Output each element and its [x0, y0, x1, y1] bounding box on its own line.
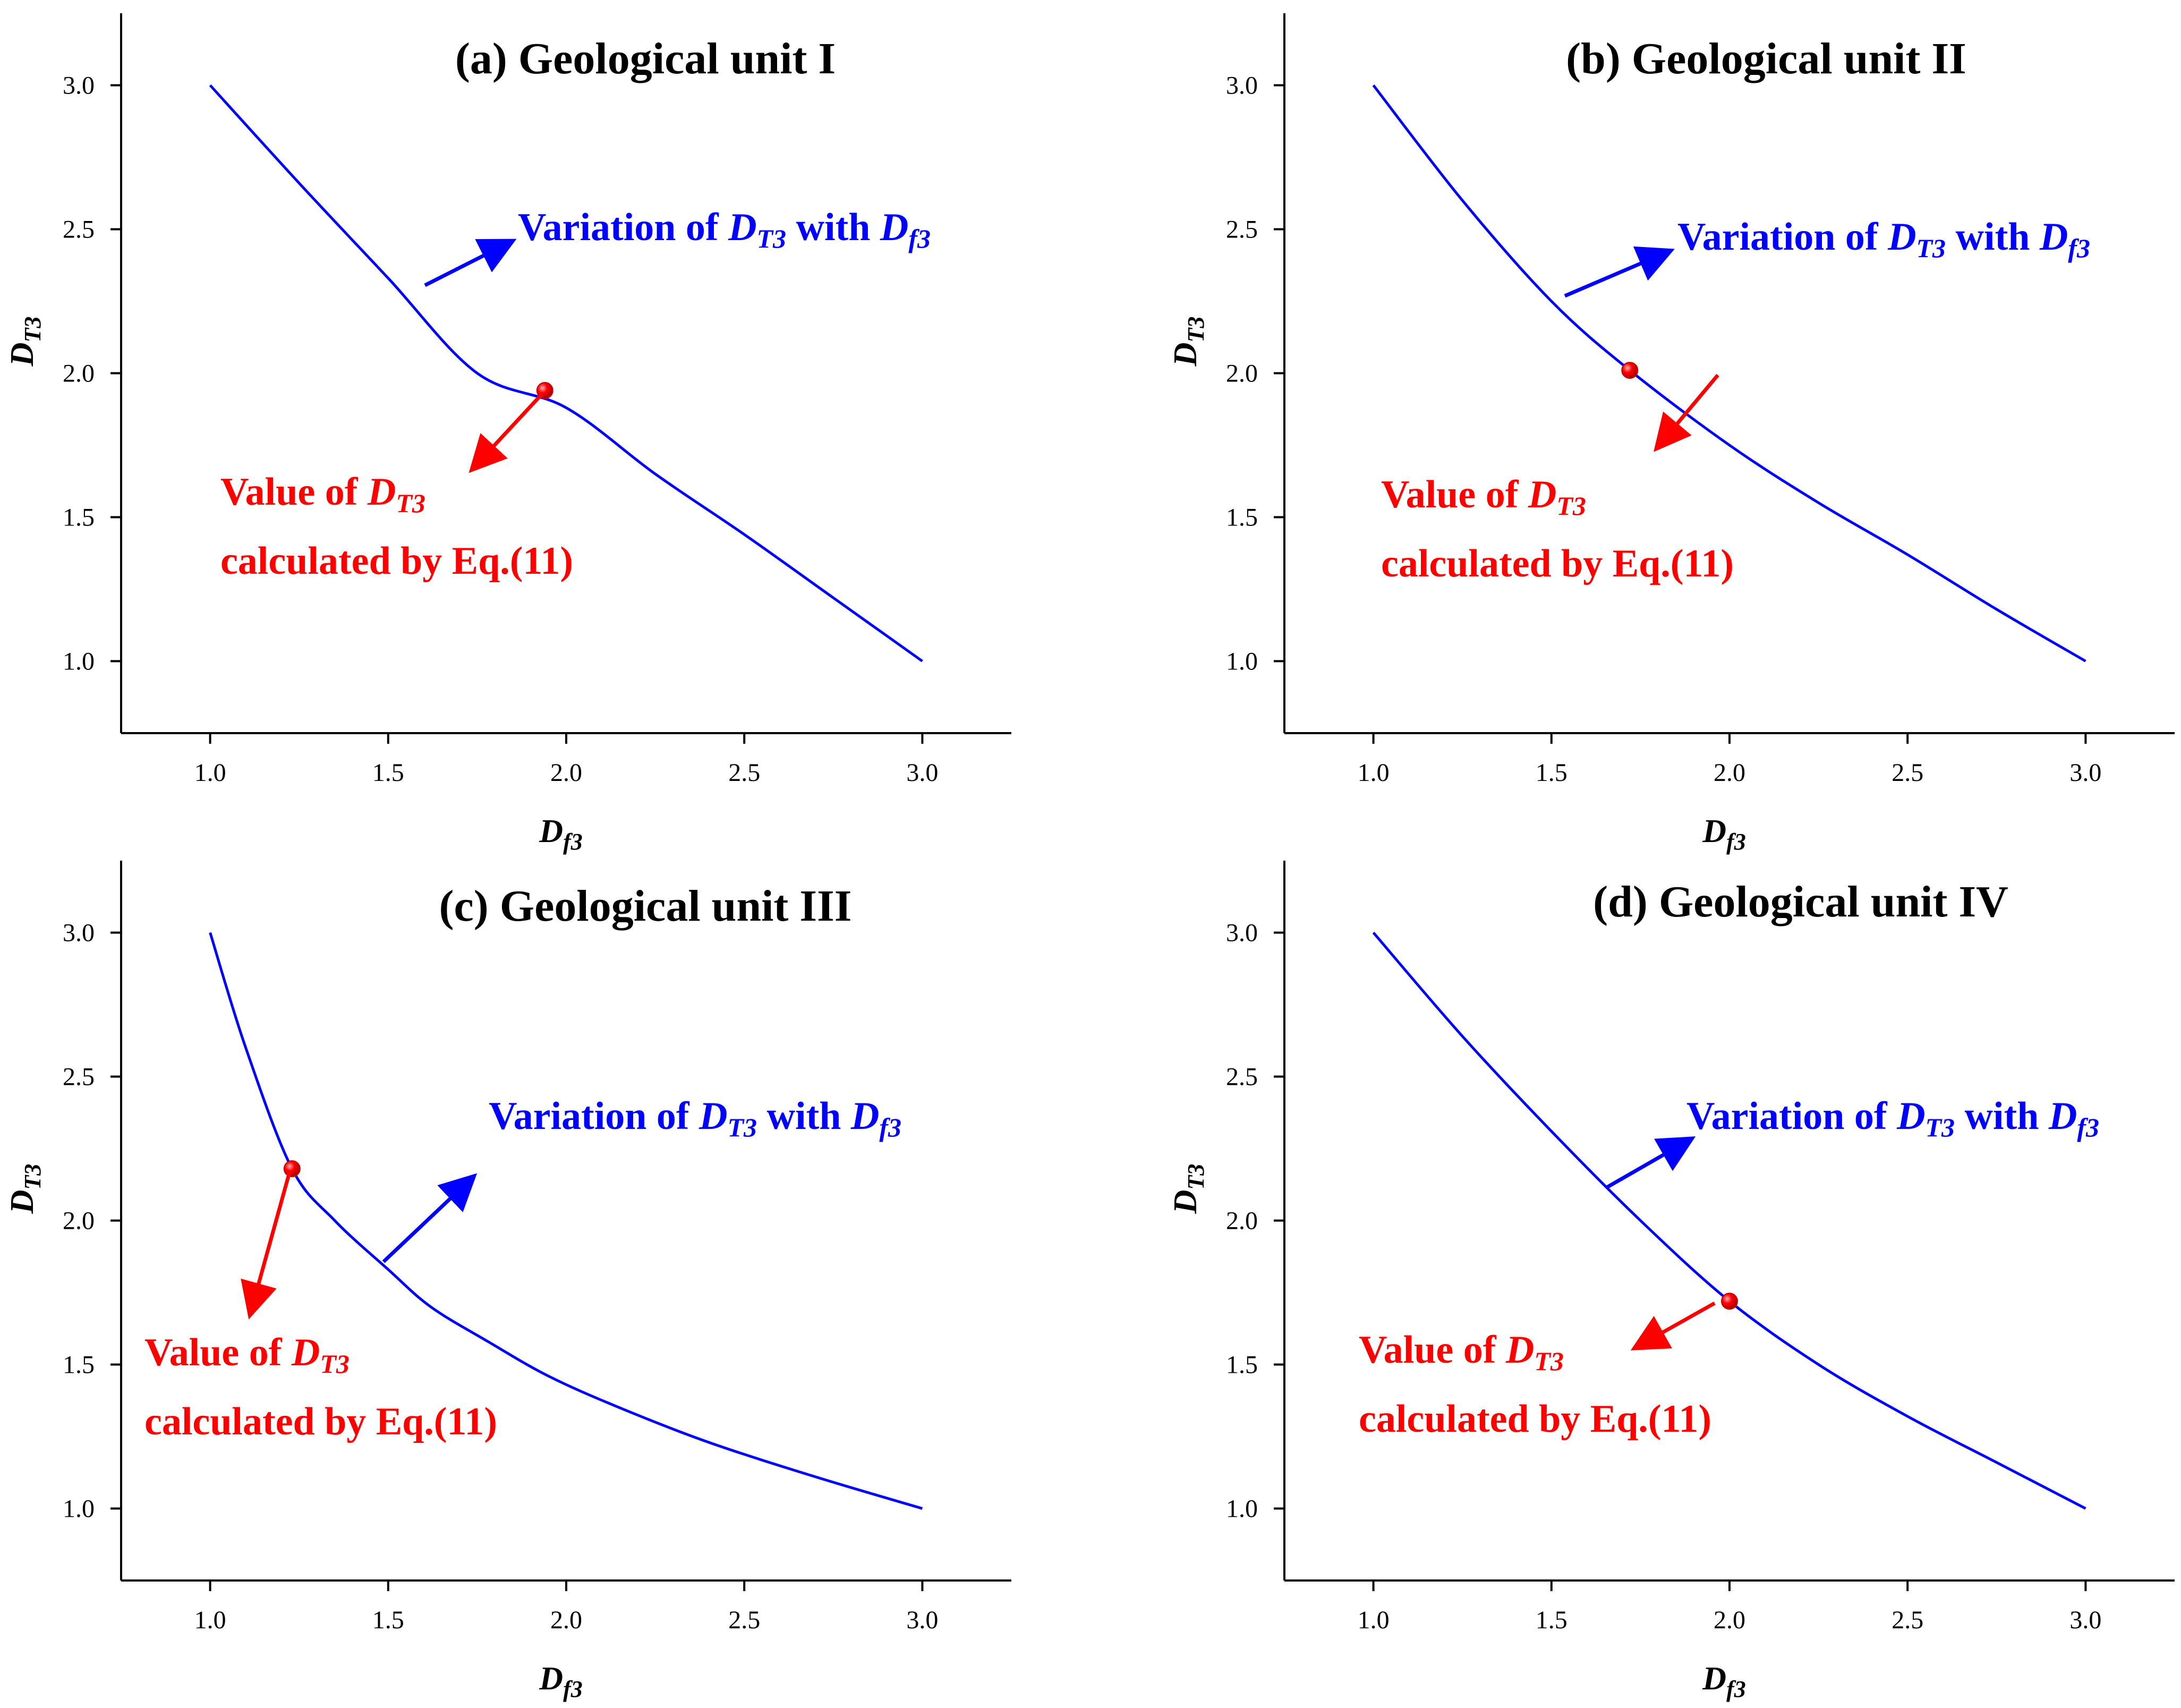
variation-annotation: Variation of DT3 with Df3 — [1677, 215, 2090, 263]
value-annotation: Value of DT3 — [1381, 473, 1586, 521]
x-tick-label: 1.5 — [372, 1606, 404, 1634]
x-tick-label: 2.5 — [728, 759, 760, 787]
value-annotation-line2: calculated by Eq.(11) — [144, 1400, 497, 1443]
value-arrow — [241, 1170, 292, 1320]
x-tick-label: 1.5 — [1536, 759, 1567, 787]
series-line — [1372, 931, 2086, 1510]
y-tick-label: 1.5 — [1226, 504, 1258, 532]
value-arrow — [1630, 1301, 1716, 1350]
value-annotation-line2: calculated by Eq.(11) — [220, 539, 573, 583]
y-tick-label: 1.0 — [1226, 1495, 1258, 1523]
x-tick-label: 2.0 — [1714, 1606, 1745, 1634]
x-tick-label: 2.0 — [550, 1606, 582, 1634]
y-tick-label: 2.5 — [63, 1063, 95, 1091]
y-tick-label: 1.5 — [1226, 1351, 1258, 1379]
variation-arrow — [1606, 1136, 1696, 1189]
variation-annotation: Variation of DT3 with Df3 — [518, 206, 931, 253]
x-tick-label: 3.0 — [2069, 759, 2101, 787]
y-axis-title: DT3 — [1168, 317, 1209, 367]
y-tick-label: 2.0 — [1226, 1207, 1258, 1235]
calculated-point — [1721, 1293, 1738, 1310]
y-tick-label: 1.5 — [63, 1351, 95, 1379]
y-axis-title: DT3 — [4, 317, 46, 367]
x-axis-title: Df3 — [539, 1661, 582, 1702]
y-axis-title: DT3 — [1168, 1164, 1209, 1214]
x-axis-title: Df3 — [1702, 813, 1745, 855]
value-arrow — [1654, 373, 1719, 452]
y-tick-label: 1.0 — [63, 648, 95, 676]
y-tick-label: 2.0 — [1226, 360, 1258, 388]
y-tick-label: 1.0 — [1226, 648, 1258, 676]
panel-title: (d) Geological unit IV — [1593, 877, 2008, 927]
x-tick-label: 1.5 — [1536, 1606, 1567, 1634]
series-line — [1372, 84, 2086, 662]
value-annotation: Value of DT3 — [144, 1331, 350, 1379]
y-tick-label: 2.5 — [1226, 1063, 1258, 1091]
panel-title: (c) Geological unit III — [439, 881, 852, 931]
variation-arrow — [424, 239, 517, 287]
variation-annotation: Variation of DT3 with Df3 — [1686, 1094, 2099, 1142]
y-tick-label: 3.0 — [1226, 72, 1258, 100]
x-tick-label: 1.0 — [194, 759, 226, 787]
calculated-point — [283, 1160, 301, 1177]
panel-a: 1.0 1.5 2.0 2.5 3.0 1.0 1.5 2.0 2.5 3.0 Df3 DT3 (a) … — [4, 13, 1011, 855]
x-tick-label: 1.0 — [1358, 1606, 1390, 1634]
calculated-point — [1621, 362, 1639, 379]
value-annotation: Value of DT3 — [220, 470, 425, 518]
panel-d: 1.0 1.5 2.0 2.5 3.0 1.0 1.5 2.0 2.5 3.0 Df3 DT3 (d) … — [1168, 861, 2175, 1702]
value-annotation: Value of DT3 — [1359, 1328, 1564, 1376]
panel-title: (b) Geological unit II — [1566, 34, 1966, 83]
x-tick-label: 2.0 — [550, 759, 582, 787]
x-tick-label: 1.0 — [194, 1606, 226, 1634]
x-tick-label: 2.5 — [728, 1606, 760, 1634]
y-tick-label: 3.0 — [63, 72, 95, 100]
x-tick-label: 3.0 — [906, 1606, 938, 1634]
y-tick-label: 2.5 — [1226, 216, 1258, 244]
value-annotation-line2: calculated by Eq.(11) — [1359, 1397, 1711, 1441]
variation-arrow — [1564, 246, 1675, 298]
x-tick-label: 2.5 — [1892, 759, 1923, 787]
variation-arrow — [382, 1173, 478, 1263]
x-axis-title: Df3 — [539, 813, 582, 855]
x-tick-label: 3.0 — [906, 759, 938, 787]
y-tick-label: 1.5 — [63, 504, 95, 532]
panel-title: (a) Geological unit I — [455, 34, 836, 83]
series-line — [209, 932, 923, 1510]
y-tick-label: 3.0 — [1226, 919, 1258, 947]
x-axis-title: Df3 — [1702, 1661, 1745, 1702]
y-tick-label: 3.0 — [63, 919, 95, 947]
value-annotation-line2: calculated by Eq.(11) — [1381, 542, 1734, 585]
y-tick-label: 2.0 — [63, 1207, 95, 1235]
panel-b: 1.0 1.5 2.0 2.5 3.0 1.0 1.5 2.0 2.5 3.0 Df3 DT3 (b) … — [1168, 13, 2175, 855]
x-tick-label: 1.0 — [1358, 759, 1390, 787]
y-tick-label: 2.5 — [63, 216, 95, 244]
x-tick-label: 3.0 — [2069, 1606, 2101, 1634]
series-line — [209, 84, 923, 662]
panel-c: 1.0 1.5 2.0 2.5 3.0 1.0 1.5 2.0 2.5 3.0 Df3 DT3 (c) … — [4, 861, 1011, 1702]
y-tick-label: 1.0 — [63, 1495, 95, 1523]
y-tick-label: 2.0 — [63, 360, 95, 388]
x-tick-label: 1.5 — [372, 759, 404, 787]
x-tick-label: 2.0 — [1714, 759, 1745, 787]
value-arrow — [468, 393, 543, 473]
variation-annotation: Variation of DT3 with Df3 — [489, 1094, 901, 1142]
y-axis-title: DT3 — [4, 1164, 46, 1214]
x-tick-label: 2.5 — [1892, 1606, 1923, 1634]
